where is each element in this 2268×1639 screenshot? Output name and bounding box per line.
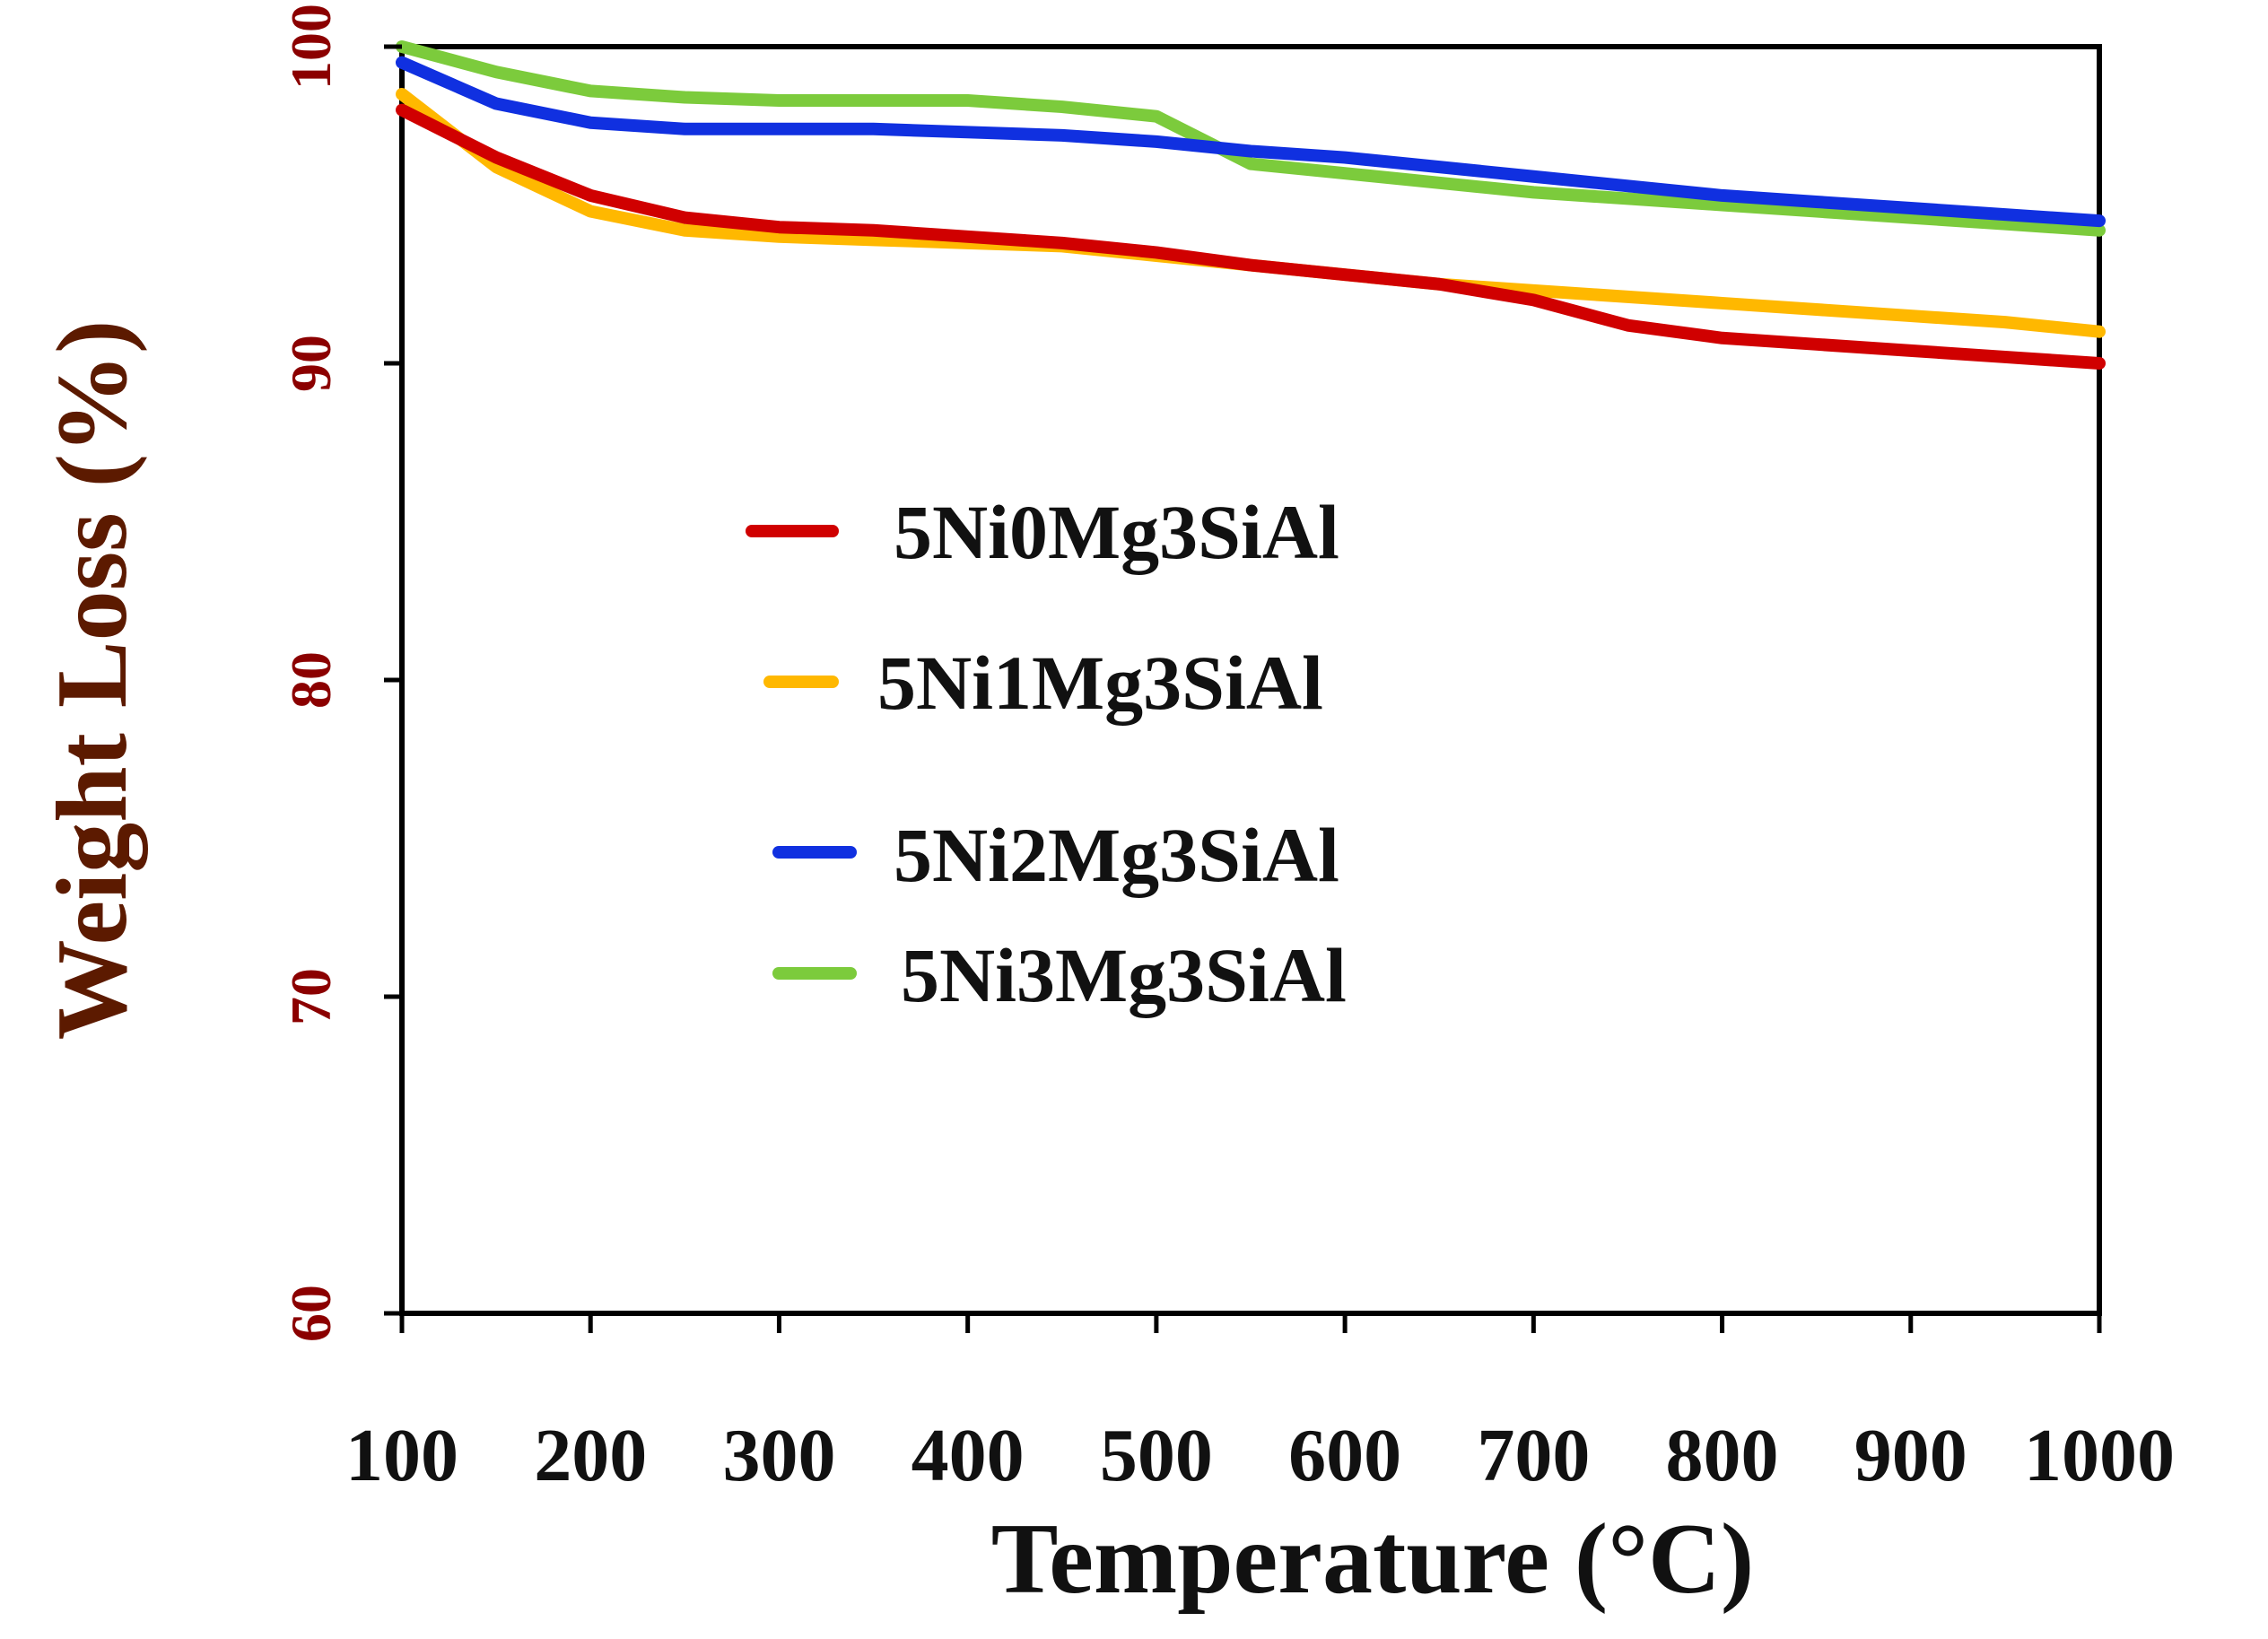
series-line-5Ni0Mg3SiAl	[396, 103, 2106, 370]
legend-label: 5Ni1Mg3SiAl	[877, 640, 1323, 726]
x-tick-label: 800	[1666, 1414, 1779, 1497]
x-axis-ticks: 100 200 300 400 500 600 700 800 900 1000	[345, 1313, 2175, 1497]
x-tick-label: 1000	[2024, 1414, 2175, 1497]
legend-label: 5Ni2Mg3SiAl	[894, 812, 1339, 898]
y-tick-label: 100	[279, 4, 343, 90]
y-tick-label: 70	[279, 968, 343, 1025]
y-tick-label: 80	[279, 651, 343, 709]
y-axis-ticks: 60 70 80 90 100	[279, 4, 402, 1342]
x-tick-label: 500	[1100, 1414, 1213, 1497]
x-tick-label: 300	[722, 1414, 835, 1497]
x-tick-label: 900	[1854, 1414, 1967, 1497]
legend: 5Ni0Mg3SiAl 5Ni1Mg3SiAl 5Ni2Mg3SiAl 5Ni3Mg3…	[746, 489, 1347, 1018]
series-line-5Ni3Mg3SiAl	[396, 40, 2106, 237]
y-axis-title: Weight Loss (%)	[37, 320, 148, 1041]
y-tick-label: 60	[279, 1285, 343, 1342]
series-line-5Ni2Mg3SiAl	[396, 56, 2106, 228]
x-tick-label: 600	[1288, 1414, 1401, 1497]
x-tick-label: 700	[1477, 1414, 1590, 1497]
legend-label: 5Ni0Mg3SiAl	[894, 489, 1339, 575]
series-layer	[396, 40, 2106, 370]
y-tick-label: 90	[279, 335, 343, 392]
x-tick-label: 100	[345, 1414, 458, 1497]
x-tick-label: 200	[534, 1414, 647, 1497]
legend-label: 5Ni3Mg3SiAl	[901, 932, 1347, 1018]
x-tick-label: 400	[912, 1414, 1025, 1497]
x-axis-title: Temperature (°C)	[991, 1504, 1754, 1615]
